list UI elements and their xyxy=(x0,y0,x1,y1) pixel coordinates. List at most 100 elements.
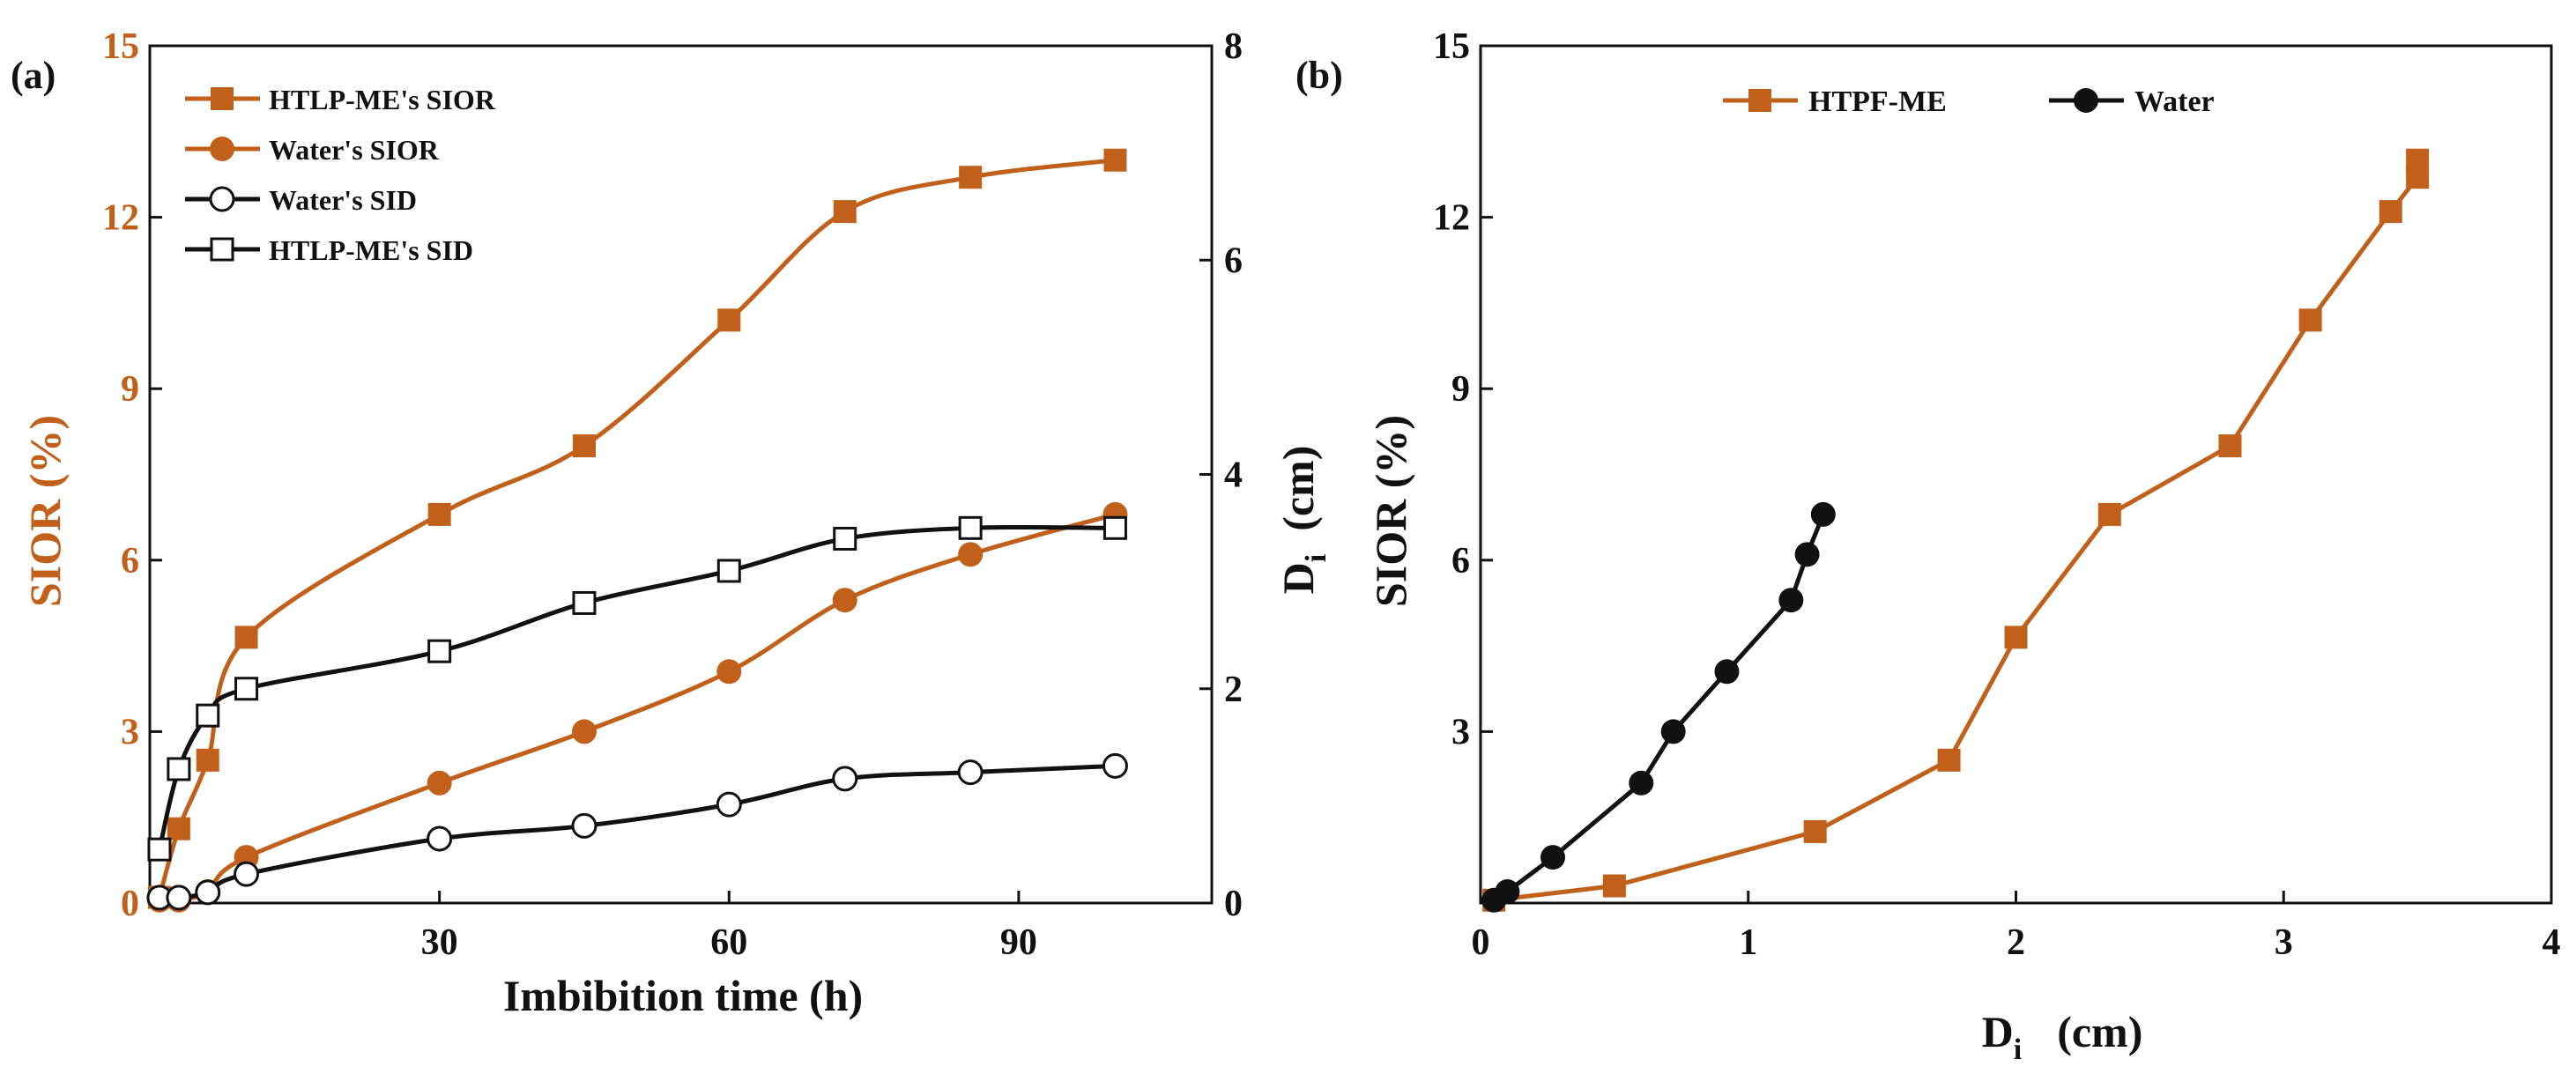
panel-a-data-point-0 xyxy=(196,748,219,772)
panel-b-legend-label: HTPF-ME xyxy=(1808,85,1947,118)
panel-b-y-tick-label: 6 xyxy=(1451,541,1470,581)
panel-b-x-tick-label: 3 xyxy=(2275,922,2293,963)
panel-b-x-tick-label: 0 xyxy=(1472,922,1490,963)
panel-b-data-point-1 xyxy=(1794,542,1820,567)
panel-a-data-point-1 xyxy=(571,719,597,744)
panel-b-legend-marker xyxy=(1748,89,1771,112)
panel-b-legend-label: Water xyxy=(2134,85,2215,118)
panel-a-right-tick-label: 8 xyxy=(1224,26,1243,67)
panel-a-x-axis-label: Imbibition time (h) xyxy=(503,971,863,1020)
panel-a-data-point-3 xyxy=(427,639,452,663)
panel-a-data-point-2 xyxy=(716,791,742,818)
panel-b-x-tick-label: 4 xyxy=(2543,922,2561,963)
panel-b-x-tick-label: 2 xyxy=(2007,922,2025,963)
panel-a-data-point-3 xyxy=(572,590,597,615)
panel-a-data-point-3 xyxy=(196,703,220,728)
panel-b-data-point-0 xyxy=(2097,502,2121,526)
panel-a-legend-label: Water's SID xyxy=(269,184,417,216)
panel-a-data-point-0 xyxy=(717,308,741,332)
panel-b-label: (b) xyxy=(1295,54,1343,97)
panel-b-data-point-1 xyxy=(1778,588,1804,613)
panel-b-data-point-1 xyxy=(1660,719,1686,744)
panel-a-left-tick-label: 0 xyxy=(121,884,139,924)
panel-a-legend: HTLP-ME's SIOR Water's SIOR Water's SID HTL… xyxy=(185,84,496,266)
panel-a-data-point-2 xyxy=(571,812,598,839)
panel-a-data-point-2 xyxy=(234,861,260,887)
panel-b-y-tick-label: 3 xyxy=(1451,712,1470,752)
panel-a-x-tick-label: 30 xyxy=(421,922,458,963)
panel-a-data-point-1 xyxy=(427,770,452,796)
panel-a-right-axis-label: Di(cm) xyxy=(1273,446,1333,595)
panel-b-legend-marker xyxy=(2074,88,2098,113)
panel-b-data-point-1 xyxy=(1495,879,1520,905)
panel-b-legend: HTPF-ME Water xyxy=(1723,85,2215,118)
panel-a-data-point-3 xyxy=(234,677,259,701)
panel-a: (a) 30 60 90 0 3 6 9 12 15 0 2 4 6 8 HTLP-ME's SIOR Wa… xyxy=(11,26,1333,1020)
panel-a-series-line-3 xyxy=(157,524,1116,850)
panel-a-data-point-0 xyxy=(833,200,857,224)
panel-a-right-tick-label: 0 xyxy=(1224,884,1243,924)
panel-b-data-point-0 xyxy=(1937,748,1961,772)
panel-b-data-point-0 xyxy=(2379,200,2402,224)
panel-a-left-tick-label: 12 xyxy=(102,198,139,239)
panel-b-data-point-1 xyxy=(1810,501,1836,527)
panel-a-left-axis-label: SIOR (%) xyxy=(20,415,70,607)
panel-b-data-point-0 xyxy=(1602,874,1626,898)
panel-a-data-point-0 xyxy=(959,166,983,189)
panel-a-legend-label: Water's SIOR xyxy=(269,134,440,166)
panel-a-data-point-3 xyxy=(833,526,857,551)
panel-a-data-point-3 xyxy=(958,515,983,540)
panel-a-plot: 30 60 90 0 3 6 9 12 15 0 2 4 6 8 xyxy=(102,26,1243,963)
panel-a-left-tick-label: 15 xyxy=(102,26,139,67)
panel-a-left-tick-label: 9 xyxy=(121,369,139,410)
panel-a-data-point-0 xyxy=(234,626,258,649)
panel-b-data-point-0 xyxy=(2004,626,2028,649)
panel-b-x-axis-label: Di (cm) xyxy=(1982,1007,2143,1066)
panel-b-data-point-0 xyxy=(2298,308,2322,332)
panel-b-y-tick-label: 9 xyxy=(1451,369,1470,410)
panel-b-y-tick-label: 15 xyxy=(1433,26,1470,67)
panel-a-left-tick-label: 6 xyxy=(121,541,139,581)
panel-a-frame xyxy=(148,44,1214,905)
panel-a-data-point-0 xyxy=(572,434,596,458)
panel-a-legend-marker xyxy=(210,137,234,161)
panel-a-label: (a) xyxy=(11,54,56,97)
panel-b-data-point-0 xyxy=(1803,819,1827,843)
panel-a-data-point-3 xyxy=(147,837,172,862)
panel-a-legend-label: HTLP-ME's SIOR xyxy=(269,84,496,115)
panel-a-data-point-2 xyxy=(166,885,192,911)
panel-a-x-tick-label: 90 xyxy=(1000,922,1037,963)
panel-a-data-point-1 xyxy=(958,542,984,567)
panel-a-data-point-3 xyxy=(167,757,191,781)
panel-a-legend-marker xyxy=(209,186,235,212)
panel-a-data-point-3 xyxy=(716,559,741,583)
panel-a-right-tick-label: 6 xyxy=(1224,241,1243,281)
panel-b-y-tick-label: 12 xyxy=(1433,198,1470,239)
panel-a-data-point-1 xyxy=(832,588,857,613)
panel-a-data-point-0 xyxy=(167,817,190,840)
panel-a-data-point-1 xyxy=(716,659,742,685)
panel-b-x-tick-label: 1 xyxy=(1739,922,1757,963)
panel-a-x-tick-label: 60 xyxy=(710,922,747,963)
panel-a-data-point-0 xyxy=(427,502,451,526)
panel-b-data-point-0 xyxy=(2406,148,2430,172)
panel-b-data-point-1 xyxy=(1714,659,1740,685)
panel-a-legend-marker xyxy=(211,87,234,110)
panel-b-data-point-0 xyxy=(2218,434,2242,458)
panel-a-right-tick-label: 2 xyxy=(1224,670,1243,710)
panel-a-data-point-2 xyxy=(427,826,453,852)
panel-a-data-point-3 xyxy=(1102,515,1127,540)
panel-a-legend-marker xyxy=(210,237,234,262)
panel-a-left-tick-label: 3 xyxy=(121,712,139,752)
panel-b-data-point-1 xyxy=(1629,770,1654,796)
panel-a-series-line-1 xyxy=(159,512,1117,903)
panel-a-right-tick-label: 4 xyxy=(1224,455,1243,496)
panel-a-data-point-2 xyxy=(1102,752,1128,779)
panel-b-y-axis-label: SIOR (%) xyxy=(1366,415,1415,607)
panel-a-data-point-2 xyxy=(195,879,221,906)
panel-b-data-point-1 xyxy=(1540,845,1566,870)
panel-a-legend-label: HTLP-ME's SID xyxy=(269,234,473,266)
